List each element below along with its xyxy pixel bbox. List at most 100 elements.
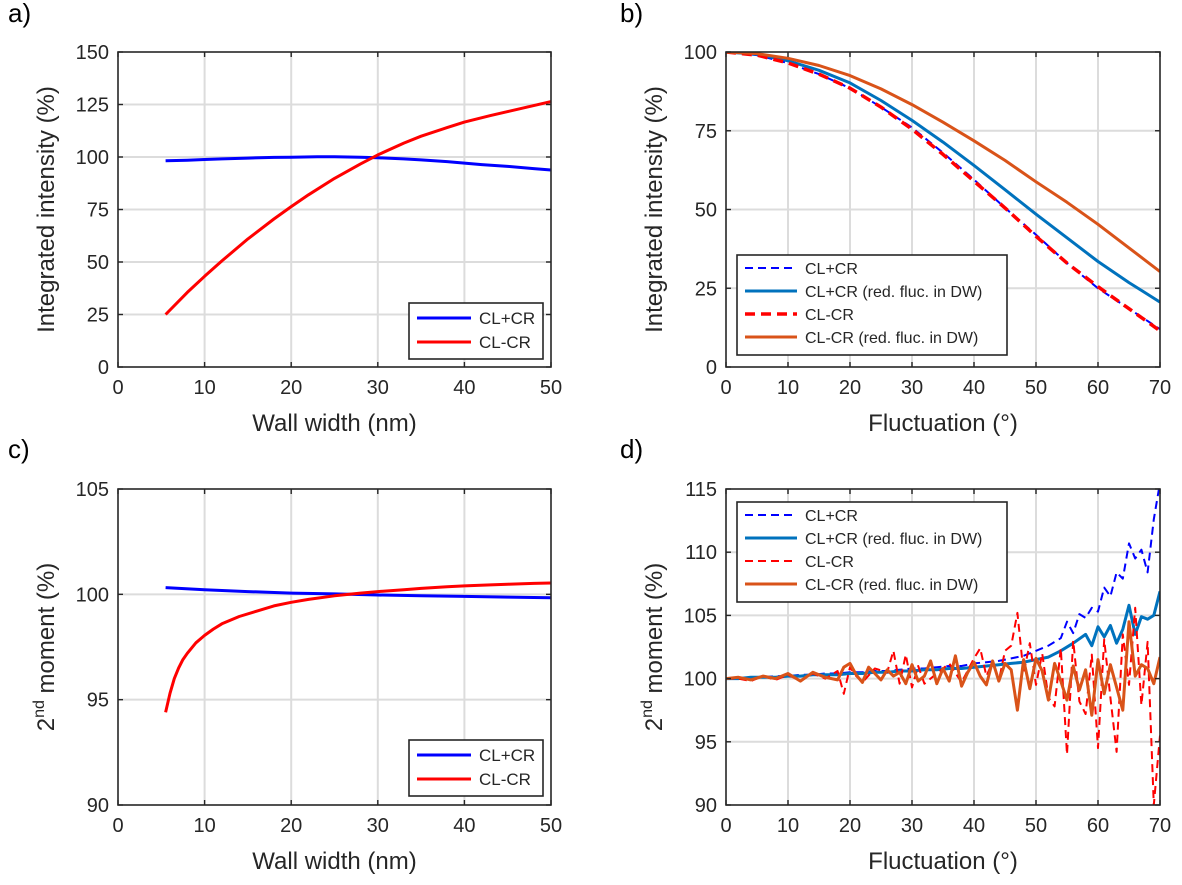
x-tick-label: 10 bbox=[193, 815, 215, 837]
y-axis-label: Integrated intensity (%) bbox=[641, 86, 668, 333]
series-group bbox=[726, 489, 1160, 805]
legend: CL+CR CL-CR bbox=[408, 302, 544, 360]
x-tick-label: 60 bbox=[1087, 377, 1109, 399]
y-tick-label: 125 bbox=[76, 95, 109, 117]
x-tick-label: 50 bbox=[1025, 377, 1047, 399]
x-tick-label: 0 bbox=[112, 815, 123, 837]
legend-label: CL+CR (red. fluc. in DW) bbox=[805, 284, 982, 301]
legend-box bbox=[736, 501, 1008, 603]
x-tick-label: 0 bbox=[112, 377, 123, 399]
y-tick-label: 0 bbox=[706, 357, 717, 379]
panel-d: 0 10 20 30 40 50 60 70 90 95 100 105 110 115 Fluctuati… bbox=[620, 434, 1171, 875]
y-tick-label: 90 bbox=[87, 795, 109, 817]
x-tick-label: 50 bbox=[540, 815, 562, 837]
y-axis-label: 2nd moment (%) bbox=[31, 563, 60, 732]
y-tick-label: 75 bbox=[695, 121, 717, 143]
y-tick-label: 100 bbox=[684, 42, 717, 64]
legend-label: CL+CR bbox=[479, 309, 535, 328]
x-tick-label: 0 bbox=[720, 377, 731, 399]
x-tick-label: 50 bbox=[540, 377, 562, 399]
legend-label: CL+CR bbox=[805, 261, 858, 278]
series-group bbox=[164, 581, 551, 713]
x-tick-label: 40 bbox=[453, 815, 475, 837]
x-tick-label: 50 bbox=[1025, 815, 1047, 837]
legend-label: CL+CR (red. fluc. in DW) bbox=[805, 531, 982, 548]
panel-a: 0 10 20 30 40 50 0 25 50 75 100 125 150 Wall width (n… bbox=[8, 0, 562, 437]
legend-label: CL-CR (red. fluc. in DW) bbox=[805, 577, 978, 594]
legend: CL+CR CL+CR (red. fluc. in DW) CL-CR CL-CR … bbox=[736, 501, 1008, 603]
x-tick-label: 0 bbox=[720, 815, 731, 837]
y-axis-label-suffix: moment (%) bbox=[33, 563, 60, 700]
y-tick-label: 100 bbox=[76, 584, 109, 606]
y-axis-label-suffix: moment (%) bbox=[641, 563, 668, 700]
legend-label: CL+CR bbox=[479, 746, 535, 765]
y-tick-label: 0 bbox=[98, 357, 109, 379]
y-axis-label-prefix: 2 bbox=[33, 718, 60, 731]
panel-c: 0 10 20 30 40 50 90 95 100 105 Wall width (nm) 2nd … bbox=[8, 434, 562, 875]
series-group bbox=[164, 100, 551, 316]
legend: CL+CR CL-CR bbox=[408, 739, 544, 797]
series-line bbox=[726, 620, 1160, 717]
x-tick-label: 20 bbox=[280, 815, 302, 837]
y-tick-label: 50 bbox=[87, 252, 109, 274]
panel-label: a) bbox=[8, 0, 31, 28]
legend-label: CL+CR bbox=[805, 508, 858, 525]
x-tick-label: 20 bbox=[280, 377, 302, 399]
x-tick-label: 70 bbox=[1149, 815, 1171, 837]
x-axis-label: Fluctuation (°) bbox=[868, 410, 1018, 437]
series-line bbox=[164, 100, 551, 316]
y-tick-label: 100 bbox=[76, 147, 109, 169]
legend-label: CL-CR bbox=[805, 554, 854, 571]
x-tick-label: 60 bbox=[1087, 815, 1109, 837]
x-tick-label: 10 bbox=[777, 377, 799, 399]
x-axis-label: Wall width (nm) bbox=[252, 848, 416, 875]
y-axis-label-superscript: nd bbox=[31, 700, 48, 718]
x-tick-label: 40 bbox=[963, 815, 985, 837]
legend-label: CL-CR (red. fluc. in DW) bbox=[805, 330, 978, 347]
y-tick-label: 100 bbox=[684, 669, 717, 691]
y-tick-label: 150 bbox=[76, 42, 109, 64]
x-tick-label: 30 bbox=[367, 815, 389, 837]
y-tick-label: 105 bbox=[684, 605, 717, 627]
axis-box bbox=[725, 488, 1161, 806]
y-tick-label: 75 bbox=[87, 200, 109, 222]
x-tick-label: 30 bbox=[901, 815, 923, 837]
y-tick-label: 90 bbox=[695, 795, 717, 817]
y-tick-label: 25 bbox=[695, 278, 717, 300]
legend-label: CL-CR bbox=[479, 333, 531, 352]
legend: CL+CR CL+CR (red. fluc. in DW) CL-CR CL-CR … bbox=[736, 254, 1008, 356]
series-line bbox=[726, 52, 1160, 333]
x-axis-label: Fluctuation (°) bbox=[868, 848, 1018, 875]
legend-box bbox=[408, 302, 544, 360]
x-tick-label: 30 bbox=[901, 377, 923, 399]
legend-label: CL-CR bbox=[805, 307, 854, 324]
y-tick-label: 25 bbox=[87, 305, 109, 327]
x-tick-label: 30 bbox=[367, 377, 389, 399]
panel-label: d) bbox=[620, 434, 643, 464]
series-line bbox=[164, 581, 551, 713]
y-axis-label: 2nd moment (%) bbox=[639, 563, 668, 732]
y-tick-label: 110 bbox=[685, 542, 717, 564]
y-axis-label-superscript: nd bbox=[639, 700, 656, 718]
x-tick-label: 10 bbox=[777, 815, 799, 837]
y-tick-label: 115 bbox=[685, 479, 717, 501]
legend-box bbox=[408, 739, 544, 797]
y-tick-label: 95 bbox=[695, 732, 717, 754]
x-tick-label: 10 bbox=[193, 377, 215, 399]
y-tick-label: 50 bbox=[695, 200, 717, 222]
x-axis-label: Wall width (nm) bbox=[252, 410, 416, 437]
series-line bbox=[726, 52, 1160, 304]
y-tick-label: 95 bbox=[87, 690, 109, 712]
axis-box bbox=[117, 488, 552, 806]
series-line bbox=[726, 52, 1160, 273]
y-tick-label: 105 bbox=[76, 479, 109, 501]
series-line bbox=[165, 155, 551, 172]
panel-label: c) bbox=[8, 434, 30, 464]
series-group bbox=[726, 52, 1160, 333]
y-axis-label-prefix: 2 bbox=[641, 718, 668, 731]
x-tick-label: 40 bbox=[963, 377, 985, 399]
x-tick-label: 70 bbox=[1149, 377, 1171, 399]
y-axis-label: Integrated intensity (%) bbox=[33, 86, 60, 333]
legend-label: CL-CR bbox=[479, 770, 531, 789]
panel-b: 0 10 20 30 40 50 60 70 0 25 50 75 100 Fluctuation (°)… bbox=[620, 0, 1171, 437]
